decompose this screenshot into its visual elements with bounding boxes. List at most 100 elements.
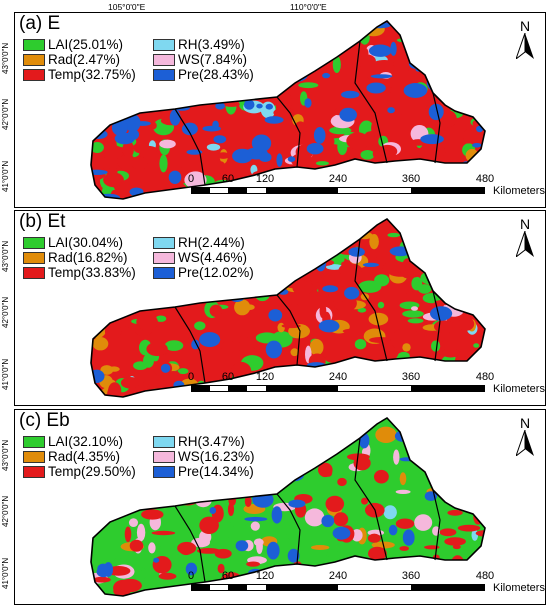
district-border <box>432 92 441 164</box>
classified-map <box>90 416 486 597</box>
legend-swatch <box>23 68 45 81</box>
raster-patch-temp <box>337 477 347 487</box>
raster-patch-lai <box>330 222 338 227</box>
raster-patch-ws <box>175 99 187 105</box>
district-border <box>354 40 388 164</box>
raster-patch-temp <box>121 101 146 110</box>
raster-patch-ws <box>308 418 322 424</box>
raster-patch-temp <box>151 84 173 97</box>
raster-patch-pre <box>285 65 309 82</box>
raster-patch-lai <box>101 22 111 31</box>
raster-patch-temp <box>151 484 158 490</box>
raster-patch-lai <box>475 77 484 91</box>
legend-label: RH(3.47%) <box>178 434 245 449</box>
raster-patch-lai <box>194 321 206 331</box>
raster-patch-rh <box>126 222 143 239</box>
raster-patch-lai <box>420 29 433 37</box>
raster-patch-ws <box>253 538 264 547</box>
raster-patch-lai <box>431 418 445 432</box>
raster-patch-rad <box>106 290 121 306</box>
raster-patch-rh <box>298 443 318 451</box>
legend-item-lai: LAI(30.04%) <box>23 235 123 250</box>
raster-patch-temp <box>397 225 407 235</box>
legend-label: Pre(14.34%) <box>178 464 254 479</box>
raster-patch-pre <box>232 148 253 164</box>
raster-patch-temp <box>470 43 481 61</box>
raster-patch-pre <box>276 153 283 167</box>
raster-patch-temp <box>146 341 168 357</box>
raster-patch-temp <box>420 459 432 465</box>
raster-patch-pre <box>137 232 154 245</box>
raster-patch-temp <box>310 276 324 283</box>
latitude-label: 42°0'0"N <box>1 495 10 527</box>
scale-unit: Kilometers <box>493 582 545 594</box>
raster-patch-pre <box>344 286 360 300</box>
scale-unit: Kilometers <box>493 383 545 395</box>
raster-patch-temp <box>473 300 485 318</box>
raster-patch-pre <box>399 457 415 462</box>
raster-patch-rad <box>234 299 251 316</box>
raster-patch-temp <box>384 344 396 357</box>
raster-patch-pre <box>266 541 280 560</box>
raster-patch-lai <box>421 252 446 265</box>
raster-patch-temp <box>361 497 369 505</box>
raster-patch-temp <box>244 495 252 507</box>
raster-patch-rh <box>383 505 397 520</box>
raster-patch-pre <box>212 120 219 129</box>
raster-patch-lai <box>179 97 187 106</box>
north-arrow-shape <box>514 32 534 61</box>
raster-patch-pre <box>420 134 444 145</box>
raster-patch-temp <box>416 48 431 66</box>
raster-patch-temp <box>437 477 456 484</box>
raster-patch-pre <box>370 74 393 79</box>
raster-patch-pre <box>256 103 263 109</box>
raster-patch-lai <box>261 449 275 457</box>
scale-label: 60 <box>221 570 235 582</box>
raster-patch-pre <box>215 102 226 110</box>
raster-patch-lai <box>354 519 368 530</box>
raster-patch-temp <box>238 418 257 432</box>
raster-patch-temp <box>96 92 105 104</box>
raster-patch-temp <box>449 492 460 500</box>
raster-patch-temp <box>399 546 410 551</box>
raster-patch-pre <box>402 529 415 546</box>
raster-patch-rad <box>328 219 336 233</box>
raster-patch-pre <box>153 557 160 563</box>
legend-label: LAI(30.04%) <box>48 235 124 250</box>
legend-swatch <box>23 38 45 51</box>
raster-patch-lai <box>254 286 271 302</box>
raster-patch-rh <box>303 449 317 460</box>
raster-patch-pre <box>434 433 454 441</box>
raster-patch-pre <box>388 524 398 536</box>
raster-patch-lai <box>277 431 295 448</box>
raster-patch-pre <box>252 491 274 508</box>
raster-patch-ws <box>184 171 207 189</box>
raster-patch-temp <box>107 387 115 397</box>
raster-patch-temp <box>463 128 474 144</box>
raster-patch-temp <box>263 423 282 430</box>
raster-patch-lai <box>329 126 352 135</box>
raster-patch-pre <box>209 507 217 514</box>
raster-patch-pre <box>427 270 436 278</box>
raster-patch-temp <box>254 473 271 492</box>
raster-patch-temp <box>457 524 481 532</box>
raster-patch-lai <box>219 422 229 433</box>
legend-item-rh: RH(3.47%) <box>153 434 245 449</box>
raster-patch-temp <box>458 317 475 331</box>
raster-patch-temp <box>268 327 278 332</box>
raster-patch-pre <box>297 419 306 436</box>
raster-patch-temp <box>369 337 391 343</box>
raster-patch-temp <box>217 279 231 287</box>
north-label: N <box>519 18 531 34</box>
raster-patch-lai <box>235 25 257 34</box>
raster-patch-temp <box>467 161 485 167</box>
raster-patch-lai <box>433 285 444 291</box>
raster-patch-ws <box>339 43 346 49</box>
raster-patch-pre <box>251 419 273 432</box>
raster-patch-rad <box>252 224 275 231</box>
raster-patch-lai <box>394 541 401 559</box>
raster-patch-pre <box>253 77 270 84</box>
raster-patch-pre <box>461 161 471 167</box>
raster-patch-rad <box>200 291 207 299</box>
raster-patch-temp <box>271 419 280 434</box>
